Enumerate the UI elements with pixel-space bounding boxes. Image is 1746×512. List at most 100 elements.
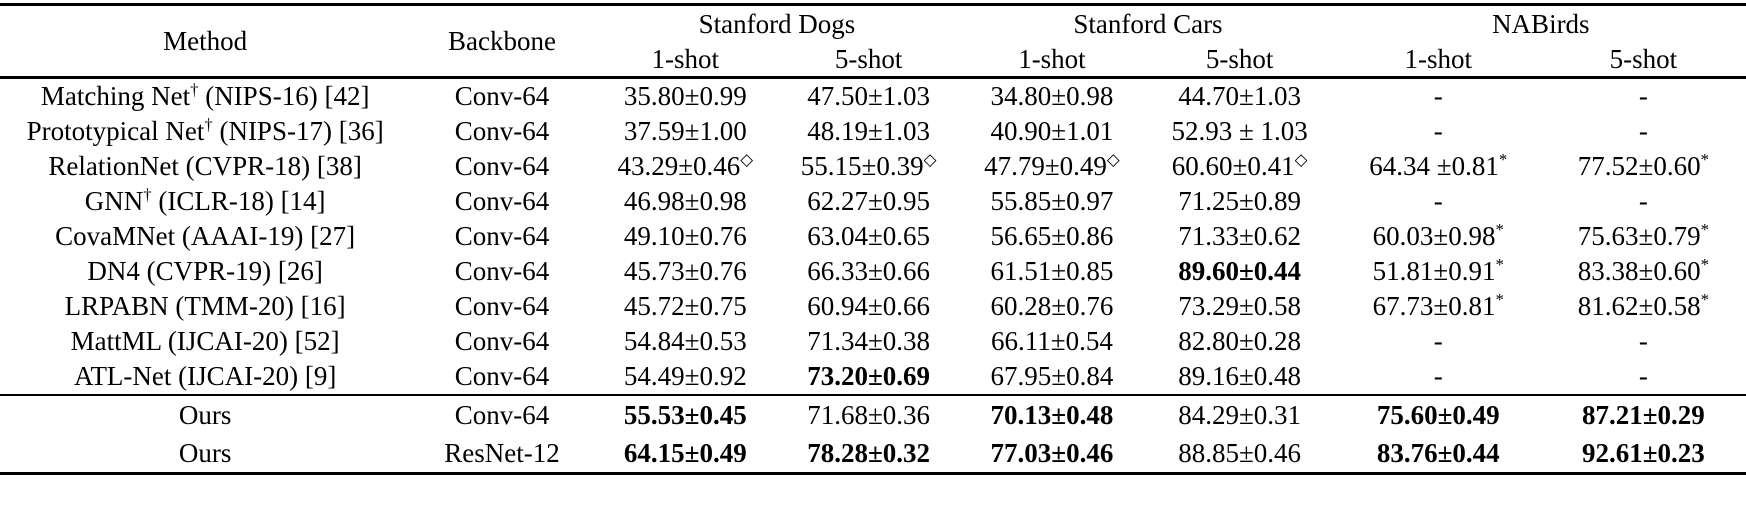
header-nabirds-1shot: 1-shot: [1404, 44, 1472, 74]
result-cell: 64.34 ±0.81*: [1369, 150, 1508, 181]
result-cell: 40.90±1.01: [990, 116, 1114, 146]
header-cars-1shot: 1-shot: [1018, 44, 1086, 74]
header-group-row: Method Backbone Stanford Dogs Stanford C…: [0, 5, 1746, 56]
method-row: MattML (IJCAI-20) [52] Conv-64 54.84±0.53 7…: [0, 324, 1746, 359]
header-dogs-5shot: 5-shot: [834, 44, 903, 74]
result-cell: -: [1638, 326, 1648, 356]
result-cell: 60.28±0.76: [990, 291, 1114, 321]
header-group-nabirds: NABirds: [1492, 9, 1590, 39]
result-cell: 67.95±0.84: [990, 361, 1114, 391]
method-row: Matching Net† (NIPS-16) [42] Conv-64 35.80…: [0, 78, 1746, 115]
backbone-cell: Conv-64: [454, 151, 550, 181]
result-cell: -: [1638, 186, 1648, 216]
result-cell: 46.98±0.98: [623, 186, 747, 216]
result-cell: 82.80±0.28: [1178, 326, 1302, 356]
backbone-cell: Conv-64: [410, 394, 594, 434]
ours-row: Ours ResNet-12 64.15±0.49 78.28±0.32 77.03±0…: [0, 434, 1746, 474]
result-cell: -: [1433, 186, 1443, 216]
result-cell: 66.33±0.66: [807, 256, 931, 286]
result-cell: 51.81±0.91*: [1372, 255, 1504, 286]
result-cell: 92.61±0.23: [1581, 438, 1705, 468]
result-cell: 56.65±0.86: [990, 221, 1114, 251]
result-cell: 73.29±0.58: [1178, 291, 1302, 321]
result-cell: 48.19±1.03: [807, 116, 931, 146]
header-dogs-1shot: 1-shot: [651, 44, 720, 74]
asterisk-mark: *: [1700, 150, 1709, 169]
result-cell: 83.76±0.44: [1376, 438, 1500, 468]
table-header: Method Backbone Stanford Dogs Stanford C…: [0, 5, 1746, 78]
result-cell: 83.38±0.60*: [1577, 255, 1709, 286]
result-cell: -: [1638, 116, 1648, 146]
backbone-cell: Conv-64: [454, 291, 550, 321]
dagger-mark: †: [204, 115, 213, 134]
header-cars-5shot: 5-shot: [1205, 44, 1274, 74]
backbone-cell: Conv-64: [454, 186, 550, 216]
result-cell: 89.16±0.48: [1178, 361, 1302, 391]
result-cell: 45.73±0.76: [623, 256, 747, 286]
method-row: RelationNet (CVPR-18) [38] Conv-64 43.29±0…: [0, 149, 1746, 184]
result-cell: 84.29±0.31: [1143, 394, 1336, 434]
method-name-cell: DN4 (CVPR-19) [26]: [87, 256, 323, 286]
result-cell: 75.63±0.79*: [1577, 220, 1709, 251]
result-cell: 60.60±0.41◇: [1171, 150, 1308, 181]
result-cell: 77.03±0.46: [990, 438, 1114, 468]
backbone-cell: Conv-64: [454, 326, 550, 356]
method-name-cell: LRPABN (TMM-20) [16]: [64, 291, 346, 321]
backbone-cell: Conv-64: [454, 221, 550, 251]
result-cell: 47.79±0.49◇: [984, 150, 1120, 181]
result-cell: -: [1433, 326, 1443, 356]
asterisk-mark: *: [1495, 255, 1504, 274]
result-cell: 81.62±0.58*: [1577, 290, 1709, 321]
result-cell: 60.03±0.98*: [1372, 220, 1504, 251]
results-table: Method Backbone Stanford Dogs Stanford C…: [0, 3, 1746, 475]
result-cell: 54.49±0.92: [623, 361, 747, 391]
result-cell: -: [1433, 81, 1443, 111]
method-name-cell: ATL-Net (IJCAI-20) [9]: [73, 361, 337, 391]
result-cell: 62.27±0.95: [807, 186, 931, 216]
header-group-stanford-cars: Stanford Cars: [1073, 9, 1223, 39]
result-cell: -: [1638, 361, 1648, 391]
asterisk-mark: *: [1700, 255, 1709, 274]
header-nabirds-5shot: 5-shot: [1609, 44, 1678, 74]
diamond-mark: ◇: [923, 150, 937, 169]
backbone-cell: ResNet-12: [444, 438, 560, 468]
diamond-mark: ◇: [1294, 150, 1308, 169]
backbone-cell: Conv-64: [454, 361, 550, 391]
diamond-mark: ◇: [1106, 150, 1120, 169]
result-cell: 47.50±1.03: [807, 81, 931, 111]
diamond-mark: ◇: [740, 150, 754, 169]
method-name-cell: Ours: [0, 394, 411, 434]
result-cell: -: [1638, 81, 1648, 111]
result-cell: 63.04±0.65: [807, 221, 931, 251]
result-cell: 64.15±0.49: [623, 438, 747, 468]
result-cell: 77.52±0.60*: [1577, 150, 1709, 181]
asterisk-mark: *: [1495, 290, 1504, 309]
result-cell: 89.60±0.44: [1178, 256, 1302, 286]
asterisk-mark: *: [1498, 150, 1508, 169]
dagger-mark: †: [190, 80, 199, 99]
method-row: DN4 (CVPR-19) [26] Conv-64 45.73±0.76 66.33…: [0, 254, 1746, 289]
result-cell: 73.20±0.69: [807, 361, 931, 391]
result-cell: 67.73±0.81*: [1372, 290, 1504, 321]
result-cell: 60.94±0.66: [807, 291, 931, 321]
header-shot-row: 1-shot 5-shot 1-shot 5-shot 1-shot 5-sho…: [0, 42, 1746, 78]
result-cell: 71.25±0.89: [1178, 186, 1302, 216]
backbone-cell: Conv-64: [454, 81, 550, 111]
result-cell: 52.93 ± 1.03: [1171, 116, 1308, 146]
method-row: Prototypical Net† (NIPS-17) [36] Conv-64 3…: [0, 114, 1746, 149]
method-row: GNN† (ICLR-18) [14] Conv-64 46.98±0.98 62.2…: [0, 184, 1746, 219]
header-backbone: Backbone: [447, 26, 556, 56]
result-cell: 35.80±0.99: [623, 81, 747, 111]
result-cell: -: [1433, 361, 1443, 391]
table-body: Matching Net† (NIPS-16) [42] Conv-64 35.80…: [0, 78, 1746, 474]
result-cell: 71.68±0.36: [776, 394, 961, 434]
result-cell: 61.51±0.85: [990, 256, 1114, 286]
backbone-cell: Conv-64: [454, 116, 550, 146]
method-name-cell: RelationNet (CVPR-18) [38]: [48, 151, 362, 181]
method-name-cell: Matching Net† (NIPS-16) [42]: [40, 80, 370, 111]
result-cell: 75.60±0.49: [1335, 394, 1541, 434]
method-row: ATL-Net (IJCAI-20) [9] Conv-64 54.49±0.92 7…: [0, 359, 1746, 395]
result-cell: 37.59±1.00: [623, 116, 747, 146]
method-name-cell: GNN† (ICLR-18) [14]: [84, 185, 326, 216]
